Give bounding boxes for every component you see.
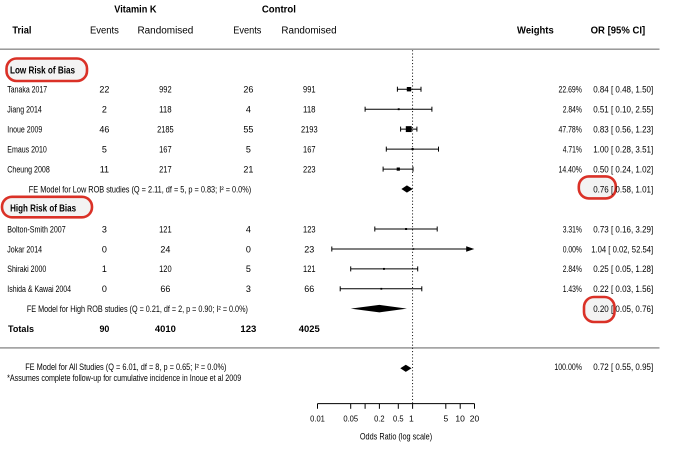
- svg-text:0: 0: [102, 284, 107, 294]
- svg-text:3: 3: [246, 284, 251, 294]
- svg-text:100.00%: 100.00%: [554, 362, 582, 372]
- svg-text:55: 55: [243, 124, 253, 134]
- svg-text:FE Model for High ROB studies: FE Model for High ROB studies (Q = 0.21,…: [27, 304, 248, 314]
- svg-text:0.25 [ 0.05, 1.28]: 0.25 [ 0.05, 1.28]: [593, 264, 653, 274]
- svg-text:4: 4: [246, 224, 251, 234]
- svg-text:0.51 [ 0.10, 2.55]: 0.51 [ 0.10, 2.55]: [593, 105, 653, 115]
- svg-text:4: 4: [246, 105, 251, 115]
- svg-text:Inoue 2009: Inoue 2009: [7, 124, 42, 134]
- svg-text:0.20 [ 0.05, 0.76]: 0.20 [ 0.05, 0.76]: [593, 304, 653, 314]
- svg-text:0.83 [ 0.56, 1.23]: 0.83 [ 0.56, 1.23]: [593, 124, 653, 134]
- svg-text:Randomised: Randomised: [281, 26, 336, 37]
- svg-text:Vitamin K: Vitamin K: [114, 5, 157, 16]
- svg-text:11: 11: [100, 164, 109, 174]
- svg-text:5: 5: [246, 264, 251, 274]
- svg-text:Odds Ratio (log scale): Odds Ratio (log scale): [360, 431, 432, 441]
- svg-text:2193: 2193: [301, 124, 318, 134]
- svg-text:0.76 [ 0.58, 1.01]: 0.76 [ 0.58, 1.01]: [593, 184, 653, 194]
- svg-text:3.31%: 3.31%: [563, 224, 582, 234]
- svg-text:223: 223: [303, 164, 316, 174]
- svg-text:Totals: Totals: [8, 324, 34, 334]
- svg-text:2: 2: [102, 105, 107, 115]
- svg-text:2.84%: 2.84%: [563, 105, 582, 115]
- svg-text:0.05: 0.05: [343, 413, 358, 423]
- svg-text:Control: Control: [262, 5, 296, 16]
- svg-text:0.01: 0.01: [310, 413, 325, 423]
- svg-text:66: 66: [160, 284, 170, 294]
- svg-text:1.00 [ 0.28, 3.51]: 1.00 [ 0.28, 3.51]: [593, 144, 653, 154]
- svg-text:0.84 [ 0.48, 1.50]: 0.84 [ 0.48, 1.50]: [593, 85, 653, 95]
- svg-text:Events: Events: [233, 26, 261, 37]
- svg-text:118: 118: [159, 105, 172, 115]
- svg-text:0.72 [ 0.55, 0.95]: 0.72 [ 0.55, 0.95]: [593, 362, 653, 372]
- svg-text:0: 0: [246, 244, 251, 254]
- svg-text:46: 46: [99, 124, 109, 134]
- svg-text:123: 123: [303, 224, 316, 234]
- svg-text:47.78%: 47.78%: [559, 124, 582, 134]
- svg-text:0: 0: [102, 244, 107, 254]
- svg-text:2185: 2185: [157, 124, 174, 134]
- svg-text:121: 121: [159, 224, 172, 234]
- svg-text:Emaus 2010: Emaus 2010: [7, 144, 47, 154]
- svg-text:66: 66: [304, 284, 314, 294]
- svg-text:0.2: 0.2: [374, 413, 385, 423]
- svg-text:23: 23: [304, 244, 314, 254]
- svg-text:22: 22: [99, 85, 109, 95]
- svg-text:OR [95% CI]: OR [95% CI]: [591, 26, 646, 37]
- svg-text:2.84%: 2.84%: [563, 264, 582, 274]
- svg-text:0.73 [ 0.16, 3.29]: 0.73 [ 0.16, 3.29]: [593, 224, 653, 234]
- svg-text:FE Model for Low ROB studies (: FE Model for Low ROB studies (Q = 2.11, …: [29, 184, 251, 194]
- svg-text:Jokar 2014: Jokar 2014: [7, 244, 42, 254]
- svg-text:5: 5: [102, 144, 107, 154]
- svg-text:Jiang 2014: Jiang 2014: [7, 105, 42, 115]
- svg-text:14.40%: 14.40%: [559, 164, 582, 174]
- svg-text:0.50 [ 0.24, 1.02]: 0.50 [ 0.24, 1.02]: [593, 164, 653, 174]
- svg-text:90: 90: [99, 324, 109, 334]
- svg-text:24: 24: [160, 244, 170, 254]
- svg-text:Tanaka 2017: Tanaka 2017: [7, 85, 47, 95]
- svg-text:167: 167: [159, 144, 172, 154]
- svg-text:3: 3: [102, 224, 107, 234]
- svg-text:*Assumes complete follow-up fo: *Assumes complete follow-up for cumulati…: [7, 373, 241, 383]
- svg-text:123: 123: [240, 324, 256, 334]
- svg-text:4010: 4010: [155, 324, 176, 334]
- svg-text:High Risk of Bias: High Risk of Bias: [10, 203, 76, 214]
- svg-text:Ishida & Kawai 2004: Ishida & Kawai 2004: [7, 284, 71, 294]
- svg-text:4025: 4025: [299, 324, 320, 334]
- svg-text:5: 5: [246, 144, 251, 154]
- svg-text:Trial: Trial: [12, 26, 31, 37]
- svg-text:10: 10: [455, 413, 465, 423]
- svg-text:Bolton-Smith 2007: Bolton-Smith 2007: [7, 224, 65, 234]
- svg-text:120: 120: [159, 264, 172, 274]
- svg-text:217: 217: [159, 164, 172, 174]
- svg-text:1.04 [ 0.02, 52.54]: 1.04 [ 0.02, 52.54]: [591, 244, 653, 254]
- svg-text:21: 21: [243, 164, 253, 174]
- svg-text:0.5: 0.5: [393, 413, 404, 423]
- svg-text:991: 991: [303, 85, 316, 95]
- svg-text:0.22 [ 0.03, 1.56]: 0.22 [ 0.03, 1.56]: [593, 284, 653, 294]
- svg-text:1.43%: 1.43%: [563, 284, 582, 294]
- svg-text:121: 121: [303, 264, 316, 274]
- svg-text:4.71%: 4.71%: [563, 144, 582, 154]
- svg-text:167: 167: [303, 144, 316, 154]
- svg-text:118: 118: [303, 105, 316, 115]
- svg-text:Cheung 2008: Cheung 2008: [7, 164, 50, 174]
- svg-text:1: 1: [409, 413, 414, 423]
- svg-text:FE Model for All Studies (Q =: FE Model for All Studies (Q = 6.01, df =…: [25, 362, 226, 372]
- svg-text:1: 1: [102, 264, 107, 274]
- svg-text:5: 5: [443, 413, 448, 423]
- svg-text:0.00%: 0.00%: [563, 244, 582, 254]
- svg-text:Low Risk of Bias: Low Risk of Bias: [10, 65, 75, 76]
- svg-text:20: 20: [470, 413, 480, 423]
- svg-text:Weights: Weights: [517, 26, 554, 37]
- svg-text:22.69%: 22.69%: [559, 85, 582, 95]
- svg-text:26: 26: [243, 85, 253, 95]
- svg-text:Randomised: Randomised: [137, 26, 193, 37]
- svg-text:992: 992: [159, 85, 172, 95]
- svg-text:Events: Events: [90, 26, 119, 37]
- svg-text:Shiraki 2000: Shiraki 2000: [7, 264, 46, 274]
